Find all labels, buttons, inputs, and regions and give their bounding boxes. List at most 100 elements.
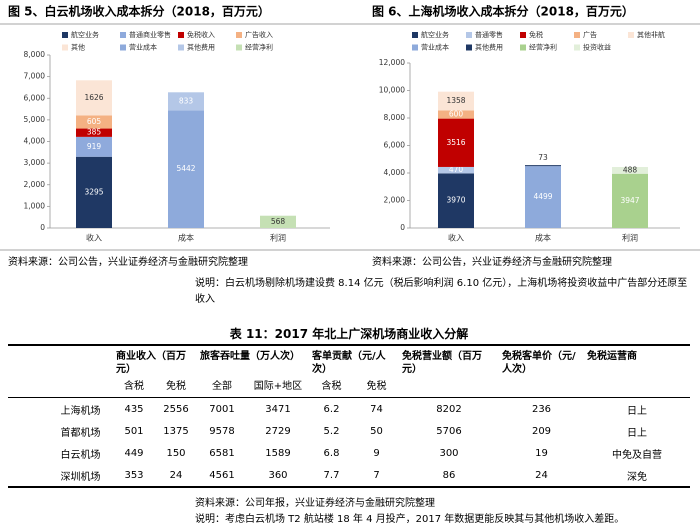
table-cell: 4561 <box>209 469 235 481</box>
table-cell: 5706 <box>436 425 462 437</box>
header-row: 含税 免税 全部 国际+地区 含税 免税 <box>8 376 690 398</box>
legend-swatch <box>574 44 580 51</box>
column-header: 免税营业额（百万元） <box>399 345 499 398</box>
bar-segment <box>438 118 474 167</box>
y-tick-label: 8,000 <box>384 113 406 122</box>
chart: 图 6、上海机场收入成本拆分（2018，百万元） 资料来源：公司公告，兴业证券经… <box>350 4 700 268</box>
table-cell: 1589 <box>265 447 291 459</box>
table-row: 首都机场 501 1375 9578 2729 5.2 50 5706 209 日上 <box>8 420 690 442</box>
value-label: 3970 <box>446 196 465 205</box>
sub-header: 含税 <box>309 376 354 398</box>
legend-label: 普通商业零售 <box>129 30 171 39</box>
table-cell: 中免及自营 <box>612 449 662 461</box>
chart-title: 图 6、上海机场收入成本拆分（2018，百万元） <box>372 4 634 19</box>
group-header: 商业收入（百万元） <box>116 351 186 375</box>
bar-segment <box>438 91 474 111</box>
corner-cell <box>8 345 113 398</box>
table-cell: 236 <box>531 403 552 415</box>
bar-segment <box>76 156 112 228</box>
legend-swatch <box>178 44 184 51</box>
x-tick-label: 成本 <box>178 233 194 243</box>
legend-label: 免税 <box>529 30 543 39</box>
legend-label: 营业成本 <box>129 43 157 52</box>
table-cell: 74 <box>370 403 383 415</box>
source: 资料来源：公司公告，兴业证券经济与金融研究院整理 <box>8 255 248 268</box>
sub-header: 含税 <box>113 376 155 398</box>
y-tick-label: 0 <box>40 223 45 232</box>
value-label: 568 <box>271 217 286 226</box>
source: 资料来源：公司公告，兴业证券经济与金融研究院整理 <box>372 255 612 268</box>
column-header: 免税客单价（元/人次） <box>499 345 584 398</box>
x-tick-label: 利润 <box>270 233 286 243</box>
legend-swatch <box>520 32 526 38</box>
table-cell: 6.8 <box>323 447 340 459</box>
legend-label: 广告收入 <box>245 30 273 39</box>
table-cell: 209 <box>531 425 552 437</box>
bar-segment <box>76 80 112 116</box>
table-note: 说明：考虑白云机场 T2 航站楼 18 年 4 月投产，2017 年数据更能反映… <box>195 514 625 525</box>
legend-swatch <box>574 32 580 38</box>
table-source: 资料来源：公司年报，兴业证券经济与金融研究院整理 <box>195 498 435 509</box>
legend-swatch <box>120 44 126 51</box>
legend-label: 其他 <box>71 43 85 52</box>
legend-label: 广告 <box>583 30 597 39</box>
table-cell: 9578 <box>209 425 235 437</box>
table-cell: 9 <box>373 447 380 459</box>
y-tick-label: 2,000 <box>24 180 46 189</box>
value-label: 3295 <box>84 187 103 196</box>
value-label: 1358 <box>446 96 465 105</box>
bar-segment <box>612 173 648 228</box>
bar-segment <box>438 173 474 228</box>
x-tick-label: 利润 <box>622 233 638 243</box>
y-tick-label: 12,000 <box>379 58 405 67</box>
table-cell: 2556 <box>163 403 189 415</box>
legend-swatch <box>178 32 184 38</box>
table-row: 白云机场 449 150 6581 1589 6.8 9 300 19 中免及自营 <box>8 442 690 464</box>
table-cell: 6581 <box>209 447 235 459</box>
table-cell: 19 <box>535 447 548 459</box>
bar-segment <box>612 167 648 174</box>
value-label: 4499 <box>533 192 552 201</box>
legend-swatch <box>520 44 526 51</box>
table-cell: 5.2 <box>323 425 340 437</box>
x-tick-label: 收入 <box>448 233 464 243</box>
row-name: 上海机场 <box>60 405 101 417</box>
table-cell: 86 <box>442 469 456 481</box>
legend-label: 投资收益 <box>583 43 611 52</box>
y-tick-label: 6,000 <box>24 93 46 102</box>
table-cell: 24 <box>169 469 183 481</box>
y-tick-label: 8,000 <box>24 50 46 59</box>
note: 说明：白云机场剔除机场建设费 8.14 亿元（税后影响利润 6.10 亿元），上… <box>195 278 688 305</box>
legend-label: 其他费用 <box>475 43 503 52</box>
bar-segment <box>438 110 474 119</box>
legend-swatch <box>120 32 126 38</box>
value-label: 470 <box>449 165 464 174</box>
row-name: 深圳机场 <box>60 471 101 483</box>
y-tick-label: 3,000 <box>24 158 46 167</box>
bar-segment <box>168 92 204 111</box>
legend-swatch <box>412 44 418 51</box>
column-header: 免税运营商 <box>584 345 690 398</box>
y-tick-label: 4,000 <box>384 168 406 177</box>
table-cell: 50 <box>370 425 383 437</box>
legend-swatch <box>62 32 68 38</box>
y-tick-label: 2,000 <box>384 196 406 205</box>
y-tick-label: 5,000 <box>24 115 46 124</box>
table-cell: 501 <box>124 425 144 437</box>
bar-segment <box>76 128 112 137</box>
legend-label: 普通零售 <box>475 30 503 39</box>
legend-label: 免税收入 <box>187 30 215 39</box>
table-cell: 360 <box>268 469 288 481</box>
table-cell: 1375 <box>163 425 189 437</box>
value-label: 600 <box>449 109 464 118</box>
legend-label: 航空业务 <box>421 30 449 39</box>
table-cell: 24 <box>535 469 548 481</box>
legend-label: 经营净利 <box>245 43 273 52</box>
group-header: 旅客吞吐量（万人次） <box>200 351 300 362</box>
table-cell: 日上 <box>627 405 647 417</box>
legend-swatch <box>628 32 634 38</box>
table-cell: 6.2 <box>323 403 340 415</box>
legend-label: 其他费用 <box>187 43 215 52</box>
bar-segment <box>525 166 561 228</box>
